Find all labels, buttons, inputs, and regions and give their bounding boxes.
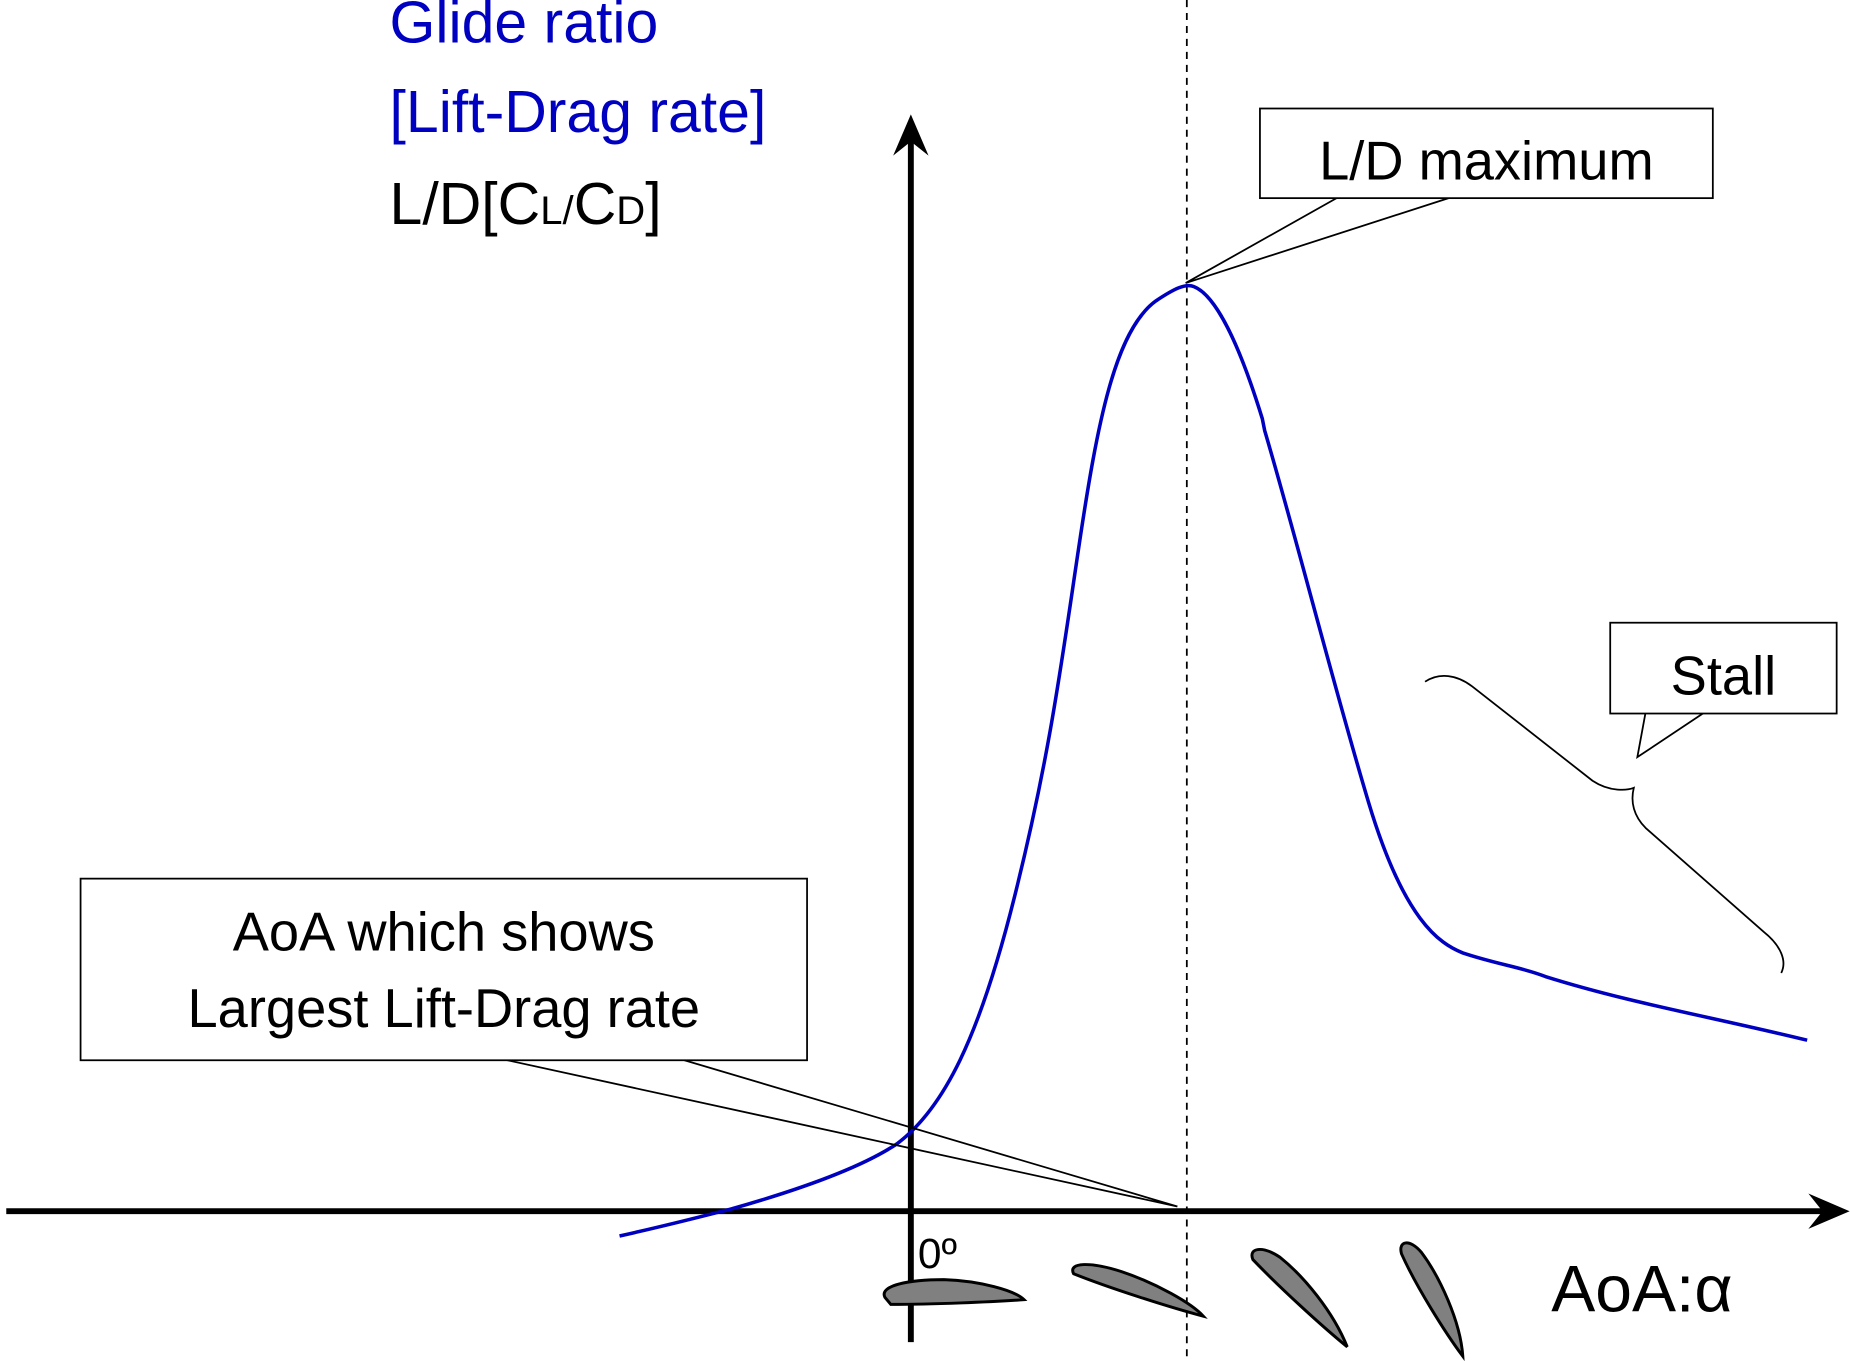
y-label-part: C	[574, 172, 617, 237]
callout-text: AoA which shows	[233, 903, 655, 963]
x-label: AoA:α	[1551, 1251, 1732, 1325]
callout-pointer	[508, 1060, 1178, 1206]
diagram: Glide ratio [Lift-Drag rate] L/D[CL/CD] …	[0, 0, 1850, 1361]
callout-text: L/D maximum	[1319, 131, 1654, 191]
callout-text: Stall	[1671, 647, 1777, 707]
callout-pointer	[1186, 198, 1449, 283]
y-title: [Lift-Drag rate]	[390, 80, 767, 145]
airfoils	[884, 1243, 1463, 1356]
y-label: L/D[CL/CD]	[390, 172, 662, 237]
airfoil	[1073, 1265, 1204, 1317]
airfoil	[884, 1280, 1024, 1305]
airfoil	[1252, 1249, 1347, 1346]
y-label-sub: D	[616, 189, 645, 233]
origin-label: 0º	[918, 1230, 957, 1277]
y-label-part: ]	[645, 172, 661, 237]
y-label-part: L/D[C	[390, 172, 541, 237]
y-label-sub: L/	[540, 189, 574, 233]
y-title: Glide ratio	[390, 0, 659, 55]
airfoil	[1401, 1243, 1463, 1356]
callout-text: Largest Lift-Drag rate	[188, 979, 701, 1039]
callout-pointer	[1637, 712, 1704, 757]
stall-brace	[1425, 676, 1783, 973]
